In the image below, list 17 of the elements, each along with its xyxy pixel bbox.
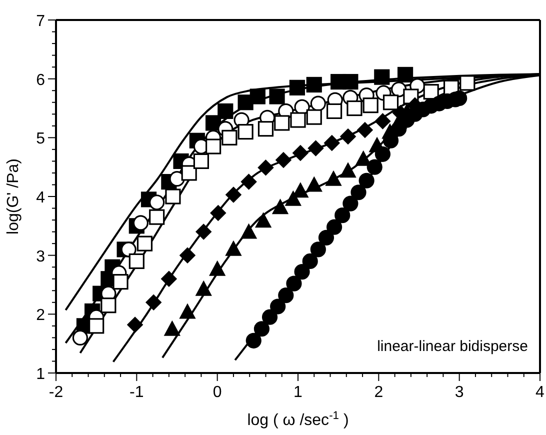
y-tick-label: 5 bbox=[36, 130, 46, 148]
y-tick-label: 3 bbox=[36, 248, 46, 266]
y-tick-label: 6 bbox=[36, 72, 46, 89]
x-tick-label: 1 bbox=[294, 384, 303, 401]
y-tick-label: 2 bbox=[36, 307, 46, 324]
y-tick-label: 4 bbox=[36, 190, 46, 206]
x-tick-label: 4 bbox=[536, 384, 545, 401]
y-tick-label: 7 bbox=[36, 13, 46, 30]
x-tick-label: 3 bbox=[454, 384, 464, 401]
y-tick-label: 1 bbox=[36, 366, 46, 383]
x-tick-label: 0 bbox=[212, 384, 222, 401]
y-axis-title: log(G' /Pa) bbox=[5, 158, 22, 234]
x-tick-label: -2 bbox=[48, 384, 64, 401]
annotation: linear-linear bidisperse bbox=[377, 338, 528, 355]
x-tick-label: -1 bbox=[130, 384, 144, 401]
x-tick-label: 2 bbox=[374, 384, 384, 401]
x-axis-title: log ( ω /sec$^{-1}$ ) bbox=[247, 410, 349, 429]
